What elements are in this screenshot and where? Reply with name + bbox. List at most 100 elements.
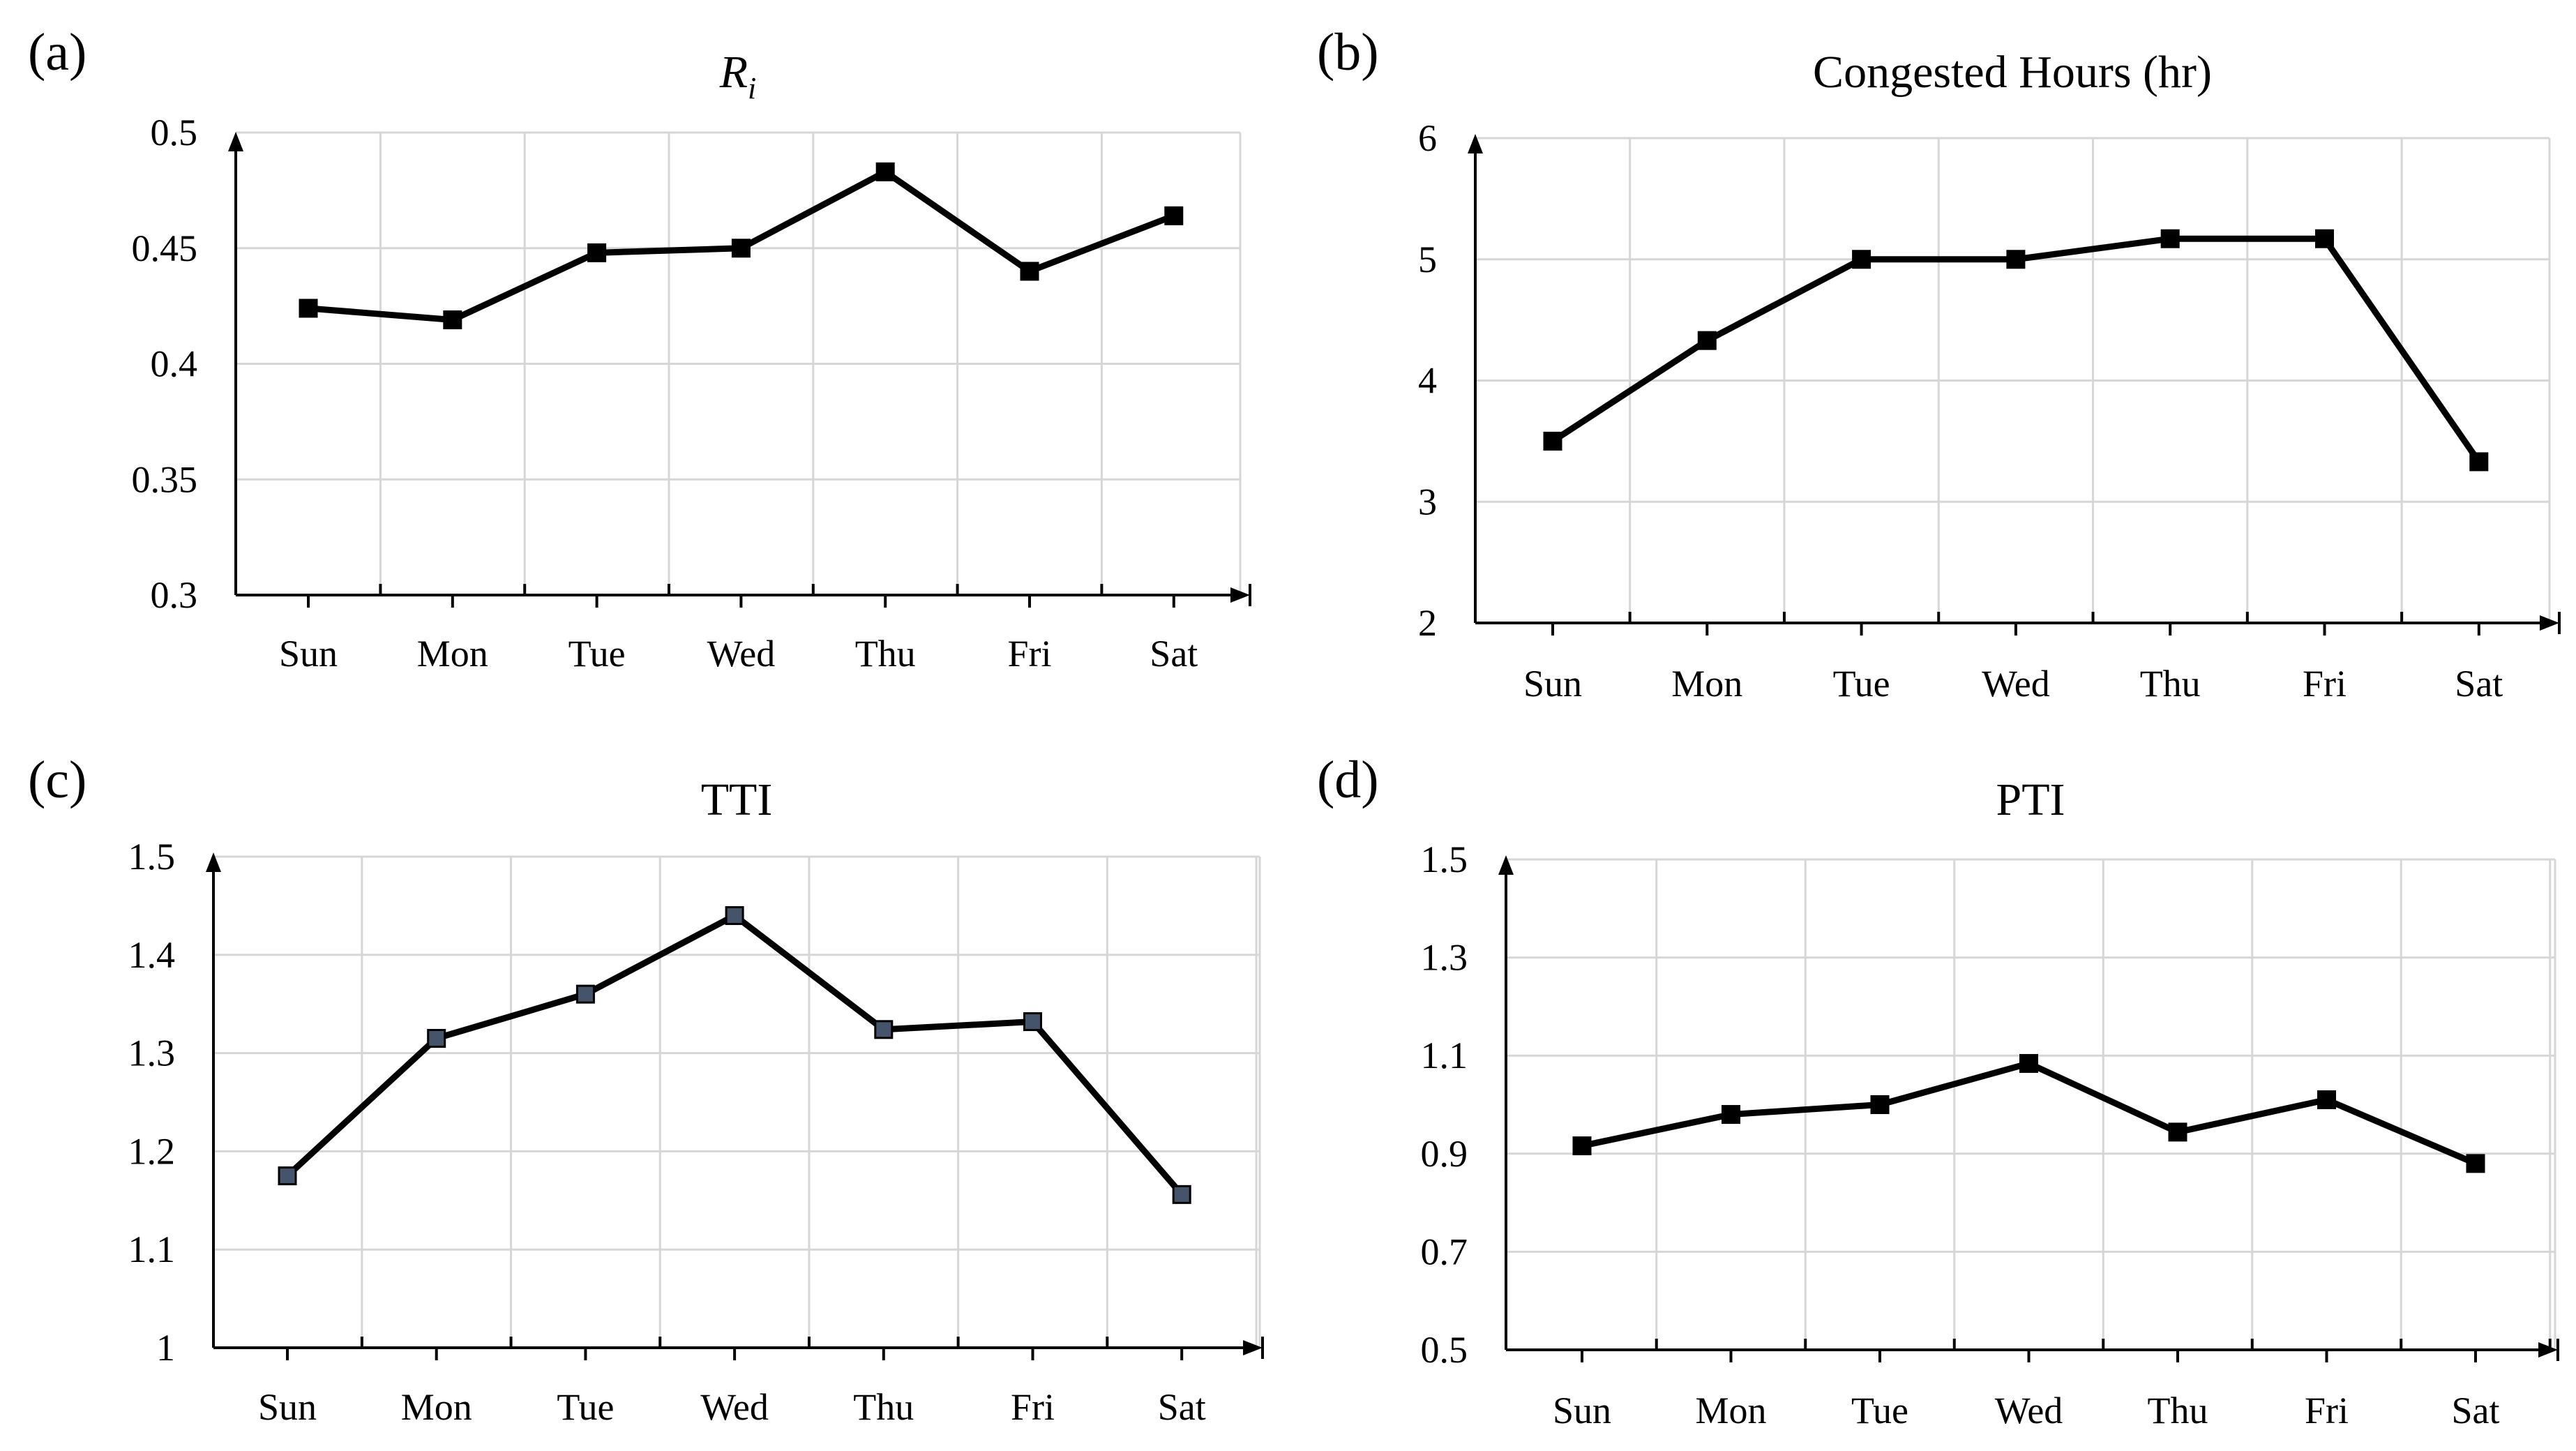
y-tick-label: 1.1: [128, 1228, 176, 1270]
y-axis-arrow-icon: [228, 132, 243, 151]
y-tick-label: 1.2: [128, 1130, 176, 1172]
panel-label: (c): [28, 751, 86, 809]
y-tick-label: 1.3: [128, 1032, 176, 1074]
panel-label: (a): [28, 23, 86, 82]
y-tick-label: 0.9: [1421, 1133, 1468, 1175]
chart-panel-d: (d) PTI 0.5 0.7 0.9 1.1 1.3 1.5 Sun Mon Tue Wed Thu F…: [1317, 751, 2559, 1431]
y-tick-label: 0.5: [1421, 1329, 1468, 1371]
y-tick-label: 2: [1418, 602, 1437, 644]
y-tick-label: 3: [1418, 481, 1437, 522]
data-point-sun: [1543, 431, 1562, 451]
data-point-sun: [299, 299, 318, 318]
chart-title: Congested Hours (hr): [1813, 47, 2212, 98]
data-point-wed: [2019, 1053, 2038, 1073]
x-axis-arrow-icon: [2540, 615, 2559, 631]
y-tick-label: 5: [1418, 239, 1437, 280]
x-tick-label: Tue: [557, 1386, 614, 1428]
data-point-mon: [443, 310, 462, 330]
data-point-thu: [875, 162, 895, 181]
x-tick-label: Mon: [401, 1386, 472, 1428]
x-tick-label: Sun: [258, 1386, 317, 1428]
data-point-fri: [1023, 1012, 1042, 1032]
data-point-sun: [278, 1166, 297, 1186]
y-tick-label: 1.1: [1421, 1035, 1468, 1076]
data-point-fri: [1020, 262, 1039, 281]
series-line: [285, 912, 1184, 1197]
data-point-sat: [2469, 452, 2489, 472]
x-tick-label: Thu: [853, 1386, 914, 1428]
chart-title: PTI: [1996, 774, 2065, 825]
x-tick-label: Sat: [1158, 1386, 1206, 1428]
data-point-sat: [2466, 1154, 2485, 1173]
x-tick-label: Mon: [417, 633, 488, 675]
x-tick-label: Sat: [2451, 1390, 2499, 1431]
x-axis-arrow-icon: [2538, 1342, 2558, 1358]
y-tick-label: 0.7: [1421, 1231, 1468, 1272]
data-point-tue: [587, 243, 607, 262]
x-tick-label: Wed: [1995, 1390, 2063, 1431]
x-tick-label: Tue: [1851, 1390, 1908, 1431]
chart-title: Ri: [719, 47, 757, 105]
series-line: [1551, 235, 2482, 464]
y-tick-label: 1.4: [128, 934, 176, 976]
data-point-mon: [1722, 1105, 1740, 1125]
panel-label: (d): [1317, 751, 1379, 809]
x-tick-label: Thu: [2140, 663, 2201, 705]
chart-title: TTI: [701, 774, 773, 825]
series-line: [1581, 1060, 2477, 1166]
y-tick-label: 1.5: [128, 836, 176, 878]
data-point-tue: [1870, 1095, 1890, 1114]
x-tick-label: Fri: [2305, 1390, 2349, 1431]
x-tick-label: Tue: [1833, 663, 1890, 705]
x-tick-label: Thu: [2148, 1390, 2208, 1431]
data-point-wed: [2006, 250, 2026, 269]
y-axis-arrow-icon: [206, 852, 221, 872]
y-tick-label: 4: [1418, 360, 1437, 402]
x-tick-label: Sun: [1553, 1390, 1611, 1431]
data-point-thu: [874, 1020, 894, 1039]
y-tick-label: 0.4: [151, 343, 198, 385]
y-tick-label: 1: [156, 1327, 175, 1369]
data-point-tue: [1852, 250, 1871, 269]
y-tick-label: 1.5: [1421, 839, 1468, 880]
x-tick-label: Sun: [1523, 663, 1582, 705]
x-tick-label: Wed: [700, 1386, 769, 1428]
data-point-wed: [725, 905, 744, 925]
x-tick-label: Thu: [855, 633, 916, 675]
y-axis-arrow-icon: [1498, 855, 1514, 875]
data-point-thu: [2168, 1122, 2187, 1142]
x-tick-label: Sun: [279, 633, 338, 675]
data-point-mon: [1697, 331, 1717, 350]
y-tick-label: 0.35: [132, 458, 198, 500]
data-point-fri: [2315, 229, 2334, 248]
y-axis-arrow-icon: [1468, 134, 1483, 153]
x-axis-arrow-icon: [1243, 1340, 1263, 1355]
chart-panel-b: (b) Congested Hours (hr) 2 3 4 5 6 Sun Mon Tue Wed…: [1317, 23, 2561, 705]
data-point-sat: [1172, 1185, 1191, 1204]
x-tick-label: Sat: [2455, 663, 2503, 705]
y-tick-label: 0.5: [151, 112, 198, 153]
y-tick-label: 1.3: [1421, 937, 1468, 979]
data-point-mon: [427, 1028, 446, 1048]
y-tick-label: 0.45: [132, 227, 198, 269]
x-tick-label: Fri: [1007, 633, 1051, 675]
chart-panel-a: (a) Ri 0.3 0.35 0.4 0.45 0.5 Sun Mon Tue Wed Thu Fri…: [28, 23, 1251, 675]
data-point-tue: [575, 984, 595, 1004]
data-point-thu: [2160, 229, 2180, 248]
y-tick-label: 6: [1418, 117, 1437, 159]
x-tick-label: Sat: [1150, 633, 1198, 675]
x-tick-label: Wed: [1982, 663, 2050, 705]
x-tick-label: Mon: [1695, 1390, 1766, 1431]
x-tick-label: Fri: [2303, 663, 2347, 705]
data-point-fri: [2317, 1090, 2336, 1109]
x-tick-label: Fri: [1011, 1386, 1055, 1428]
x-tick-label: Wed: [707, 633, 776, 675]
data-point-wed: [731, 239, 751, 258]
x-tick-label: Mon: [1671, 663, 1742, 705]
panel-label: (b): [1317, 23, 1379, 82]
y-tick-label: 0.3: [151, 574, 198, 616]
data-point-sun: [1572, 1136, 1592, 1156]
data-point-sat: [1164, 206, 1184, 225]
chart-panel-c: (c) TTI 1 1.1 1.2 1.3 1.4 1.5 Sun Mon Tue Wed Thu Fri…: [28, 751, 1264, 1428]
